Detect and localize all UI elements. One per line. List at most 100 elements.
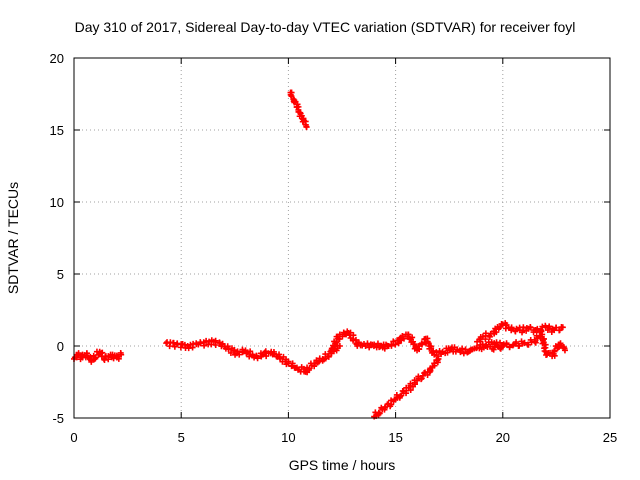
series-segment-c <box>328 328 506 360</box>
data-point-fill <box>249 351 256 358</box>
data-point-fill <box>398 392 405 399</box>
data-point-fill <box>166 343 173 350</box>
data-point-fill <box>508 324 515 331</box>
data-point <box>118 351 125 358</box>
data-point-fill <box>254 355 261 362</box>
data-point-fill <box>409 334 416 341</box>
data-point-fill <box>421 370 428 377</box>
data-point <box>303 124 310 131</box>
data-point-fill <box>285 358 292 365</box>
x-tick-label: 5 <box>178 430 185 445</box>
x-tick-label: 15 <box>388 430 402 445</box>
data-point-fill <box>547 349 554 356</box>
data-point-fill <box>288 93 295 100</box>
data-point-fill <box>460 350 467 357</box>
data-point-fill <box>295 103 302 110</box>
data-point-fill <box>459 345 466 352</box>
data-point-fill <box>521 339 528 346</box>
y-tick-label: 15 <box>50 123 64 138</box>
data-point-fill <box>333 339 340 346</box>
data-point-fill <box>497 339 504 346</box>
data-point-fill <box>236 351 243 358</box>
data-point-fill <box>189 344 196 351</box>
y-tick-label: 5 <box>57 267 64 282</box>
y-axis-label: SDTVAR / TECUs <box>5 182 21 294</box>
data-point-fill <box>430 347 437 354</box>
axis-ticks: 0 5 10 15 20 25 -5 0 5 10 15 20 <box>50 51 618 445</box>
series-segment-b <box>163 337 343 376</box>
data-point-fill <box>405 331 412 338</box>
data-point-fill <box>225 346 232 353</box>
data-point-fill <box>219 340 226 347</box>
data-point <box>431 360 438 367</box>
data-point-fill <box>374 340 381 347</box>
data-point-fill <box>513 325 520 332</box>
data-point-fill <box>527 324 534 331</box>
data-point <box>435 355 442 362</box>
data-point-fill <box>493 329 500 336</box>
data-point-fill <box>247 348 254 355</box>
data-point-fill <box>324 353 331 360</box>
data-point-fill <box>551 348 558 355</box>
data-point <box>531 338 538 345</box>
data-point-fill <box>364 340 371 347</box>
data-point-fill <box>524 341 531 348</box>
data-point-fill <box>418 376 425 383</box>
x-tick-label: 20 <box>496 430 510 445</box>
series-segment-g <box>287 89 310 131</box>
data-point-fill <box>539 331 546 338</box>
data-point-fill <box>457 349 464 356</box>
data-point-fill <box>227 349 234 356</box>
data-point-fill <box>376 410 383 417</box>
data-point-fill <box>366 344 373 351</box>
grid-lines <box>74 58 610 418</box>
data-point-fill <box>332 340 339 347</box>
y-tick-label: -5 <box>52 411 64 426</box>
x-axis-label: GPS time / hours <box>289 457 396 473</box>
data-point-fill <box>542 341 549 348</box>
series-segment-e <box>489 327 568 360</box>
y-tick-label: 0 <box>57 339 64 354</box>
data-point-fill <box>553 324 560 331</box>
data-point <box>163 340 170 347</box>
data-point-fill <box>276 351 283 358</box>
data-point-fill <box>289 360 296 367</box>
data-point-fill <box>538 327 545 334</box>
x-tick-label: 25 <box>603 430 617 445</box>
data-point-fill <box>424 338 431 345</box>
data-point-fill <box>92 355 99 362</box>
chart-title: Day 310 of 2017, Sidereal Day-to-day VTE… <box>75 19 576 35</box>
data-point-fill <box>246 353 253 360</box>
data-point-fill <box>212 342 219 349</box>
series-segment-f <box>371 355 442 420</box>
data-point-fill <box>300 117 307 124</box>
y-tick-label: 20 <box>50 51 64 66</box>
data-point <box>336 343 343 349</box>
data-point-fill <box>416 345 423 352</box>
data-point <box>559 324 566 331</box>
data-point-fill <box>270 348 277 355</box>
series-segment-a <box>71 348 125 365</box>
data-point-fill <box>203 337 210 344</box>
data-point-fill <box>515 342 522 349</box>
data-point-fill <box>546 323 553 330</box>
x-tick-label: 0 <box>70 430 77 445</box>
x-tick-label: 10 <box>281 430 295 445</box>
data-point-fill <box>433 349 440 356</box>
data-point-fill <box>556 327 563 334</box>
plot-frame <box>73 57 611 419</box>
data-point-fill <box>261 349 268 356</box>
data-point-fill <box>243 350 250 357</box>
series-segment-d <box>474 320 566 345</box>
data-point-fill <box>532 339 539 346</box>
data-point-fill <box>541 345 548 352</box>
data-point-fill <box>401 335 408 342</box>
data-point-fill <box>83 350 90 357</box>
data-point-fill <box>305 366 312 373</box>
data-point-fill <box>390 338 397 345</box>
data-point-fill <box>506 344 513 351</box>
y-tick-label: 10 <box>50 195 64 210</box>
data-point-fill <box>110 355 117 362</box>
data-point <box>561 347 568 354</box>
